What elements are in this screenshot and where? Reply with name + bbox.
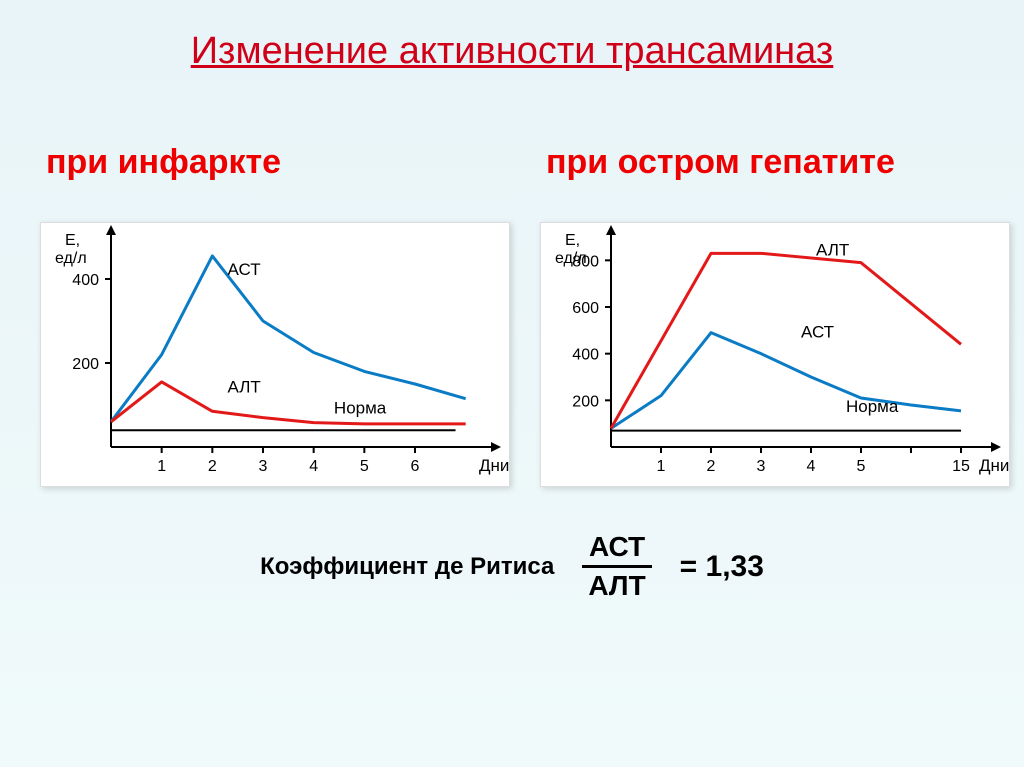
svg-text:Норма: Норма: [334, 398, 387, 417]
svg-text:15: 15: [952, 458, 970, 475]
svg-text:1: 1: [157, 458, 166, 475]
charts-row: при инфаркте E,ед/л200400123456ДниАСТАЛТ…: [40, 143, 984, 487]
svg-text:1: 1: [657, 458, 666, 475]
chart-right: E,ед/л2004006008001234515ДниАСТАЛТНорма: [541, 223, 1011, 488]
chart-right-subtitle: при остром гепатите: [540, 143, 1010, 182]
svg-text:Дни: Дни: [479, 456, 509, 475]
svg-text:ед/л: ед/л: [55, 250, 87, 267]
svg-text:АЛТ: АЛТ: [816, 241, 849, 260]
svg-text:E,: E,: [65, 232, 80, 249]
formula-row: Коэффициент де Ритиса АСТ АЛТ = 1,33: [40, 531, 984, 602]
svg-text:4: 4: [807, 458, 816, 475]
chart-right-block: при остром гепатите E,ед/л20040060080012…: [540, 143, 1010, 487]
formula-equals: = 1,33: [680, 550, 764, 584]
fraction-bar: [582, 565, 651, 568]
chart-left-block: при инфаркте E,ед/л 200 400 1 2 3 4 5 6 Дни АСТ АЛТ…: [40, 143, 510, 487]
svg-text:6: 6: [411, 458, 420, 475]
svg-text:АСТ: АСТ: [228, 260, 261, 279]
svg-text:5: 5: [360, 458, 369, 475]
svg-text:800: 800: [572, 253, 599, 270]
svg-text:АСТ: АСТ: [801, 322, 834, 341]
svg-text:АЛТ: АЛТ: [228, 377, 261, 396]
svg-text:3: 3: [259, 458, 268, 475]
chart-right-svg-wrap: E,ед/л2004006008001234515ДниАСТАЛТНорма: [540, 222, 1010, 487]
svg-text:2: 2: [208, 458, 217, 475]
formula-fraction: АСТ АЛТ: [582, 531, 651, 602]
page-title: Изменение активности трансаминаз: [40, 30, 984, 73]
svg-text:Норма: Норма: [846, 397, 899, 416]
svg-text:2: 2: [707, 458, 716, 475]
svg-text:400: 400: [72, 272, 99, 289]
svg-text:5: 5: [857, 458, 866, 475]
svg-text:3: 3: [757, 458, 766, 475]
chart-left-subtitle: при инфаркте: [40, 143, 510, 182]
chart-left-svg-wrap: E,ед/л 200 400 1 2 3 4 5 6 Дни АСТ АЛТ Норма: [40, 222, 510, 487]
svg-text:Дни: Дни: [979, 456, 1009, 475]
formula-denominator: АЛТ: [582, 570, 651, 602]
chart-left: E,ед/л 200 400 1 2 3 4 5 6 Дни АСТ АЛТ Норма: [41, 223, 511, 488]
svg-text:200: 200: [72, 356, 99, 373]
svg-text:600: 600: [572, 300, 599, 317]
svg-text:4: 4: [309, 458, 318, 475]
formula-numerator: АСТ: [583, 531, 651, 563]
svg-text:400: 400: [572, 347, 599, 364]
svg-text:200: 200: [572, 393, 599, 410]
svg-text:E,: E,: [565, 232, 580, 249]
formula-label: Коэффициент де Ритиса: [260, 553, 554, 581]
